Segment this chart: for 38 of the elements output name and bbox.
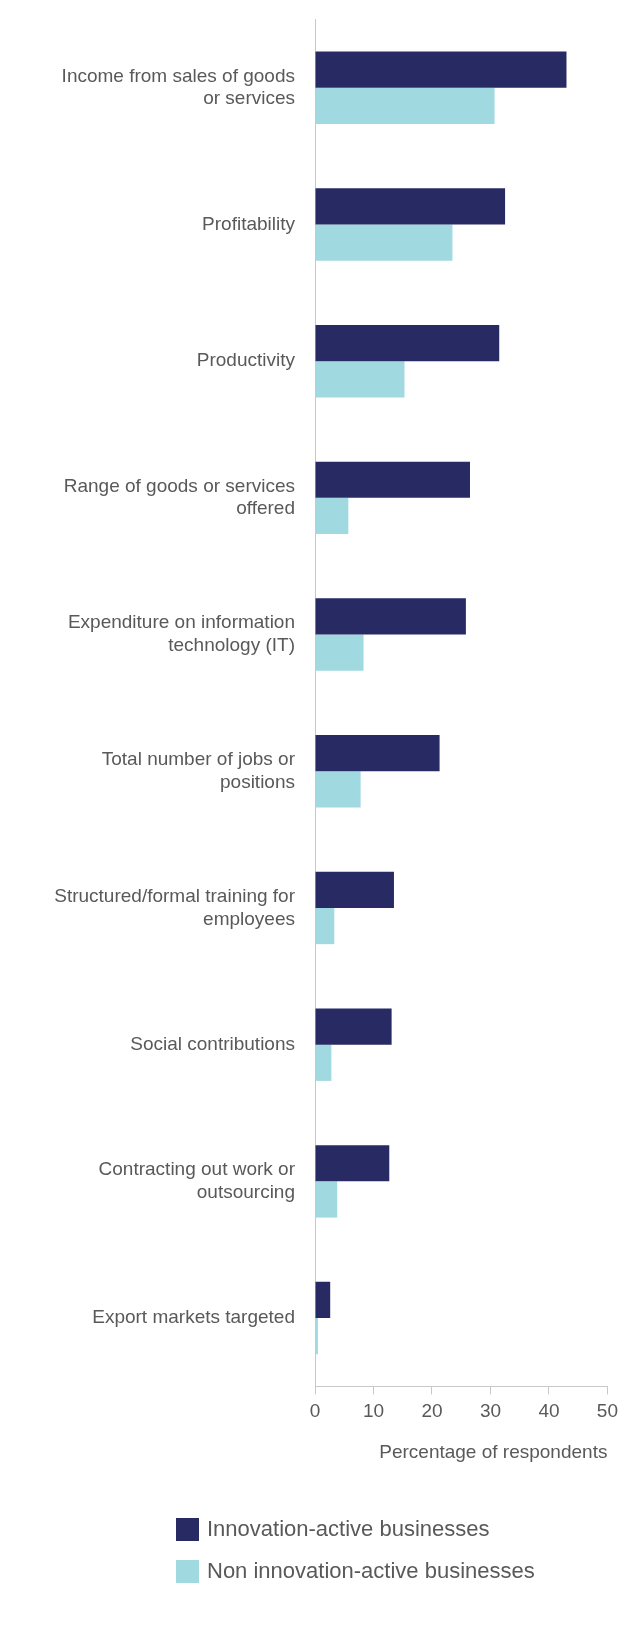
bar bbox=[315, 361, 405, 398]
x-tick-label: 0 bbox=[309, 1400, 321, 1422]
y-tick-label: Contracting out work or outsourcing bbox=[98, 1158, 296, 1202]
y-tick-label: Range of goods or services offered bbox=[63, 474, 295, 519]
x-tick-label: 30 bbox=[479, 1400, 502, 1422]
y-tick-label: Expenditure on information technology (IT) bbox=[67, 611, 295, 656]
x-tick-label: 40 bbox=[538, 1400, 560, 1422]
bar bbox=[315, 324, 500, 362]
y-tick-label: Income from sales of goods or services bbox=[61, 64, 295, 109]
x-tick-label: 50 bbox=[596, 1400, 618, 1422]
bar bbox=[315, 497, 349, 535]
y-tick-label: Structured/formal training for employees bbox=[54, 884, 296, 929]
legend-label: Innovation-active businesses bbox=[207, 1516, 490, 1542]
bar bbox=[315, 188, 506, 225]
bar bbox=[315, 1181, 338, 1218]
bar bbox=[315, 907, 335, 945]
bar bbox=[315, 871, 394, 908]
bar bbox=[315, 598, 466, 635]
y-tick-label: Social contributions bbox=[130, 1032, 295, 1054]
bar bbox=[315, 1145, 390, 1182]
x-tick-label: 20 bbox=[421, 1400, 443, 1422]
bar bbox=[315, 1008, 392, 1045]
bar bbox=[315, 1281, 331, 1319]
y-tick-label: Total number of jobs or positions bbox=[101, 748, 296, 792]
bar bbox=[315, 87, 495, 124]
bar bbox=[315, 461, 470, 498]
y-tick-label: Productivity bbox=[196, 349, 296, 371]
y-tick-label: Export markets targeted bbox=[92, 1306, 295, 1328]
bar bbox=[315, 1044, 332, 1081]
bar bbox=[315, 634, 364, 671]
x-axis-title: Percentage of respondents bbox=[379, 1440, 608, 1462]
bar bbox=[315, 771, 361, 808]
legend-label: Non innovation-active businesses bbox=[207, 1558, 535, 1584]
bar bbox=[315, 224, 453, 261]
bar bbox=[315, 735, 440, 772]
x-tick-label: 10 bbox=[362, 1400, 385, 1422]
y-tick-label: Profitability bbox=[202, 212, 296, 234]
bar bbox=[315, 51, 567, 88]
